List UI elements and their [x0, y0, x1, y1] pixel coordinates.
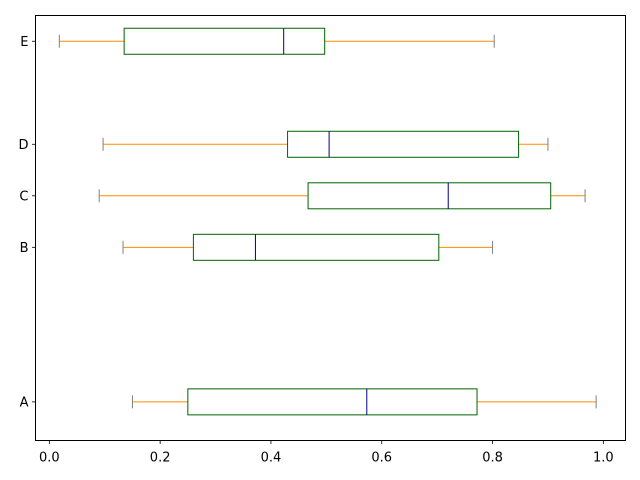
y-tick-label: C [19, 189, 28, 204]
box-group-c [98, 182, 586, 210]
y-tick-label: B [20, 241, 29, 256]
x-axis: 0.0 0.2 0.4 0.6 0.8 1.0 [39, 440, 614, 466]
x-tick-label: 1.0 [593, 451, 614, 466]
x-tick-label: 0.2 [150, 451, 171, 466]
box-iqr [287, 130, 520, 158]
box-iqr [187, 388, 478, 416]
boxes-layer [58, 27, 597, 416]
box-iqr [192, 233, 440, 261]
box-group-e [58, 27, 495, 55]
box-group-b [122, 233, 494, 261]
box-iqr [307, 182, 552, 210]
x-tick-label: 0.6 [371, 451, 392, 466]
box-group-d [102, 130, 549, 158]
y-tick-label: E [20, 35, 28, 50]
box-iqr [123, 27, 326, 55]
y-tick-label: D [18, 138, 28, 153]
box-group-a [131, 388, 597, 416]
plot-frame [35, 15, 626, 441]
y-axis: A B C D E [18, 35, 36, 410]
y-tick-label: A [20, 395, 29, 410]
x-tick-label: 0.8 [482, 451, 503, 466]
x-tick-label: 0.4 [261, 451, 282, 466]
x-tick-label: 0.0 [39, 451, 60, 466]
